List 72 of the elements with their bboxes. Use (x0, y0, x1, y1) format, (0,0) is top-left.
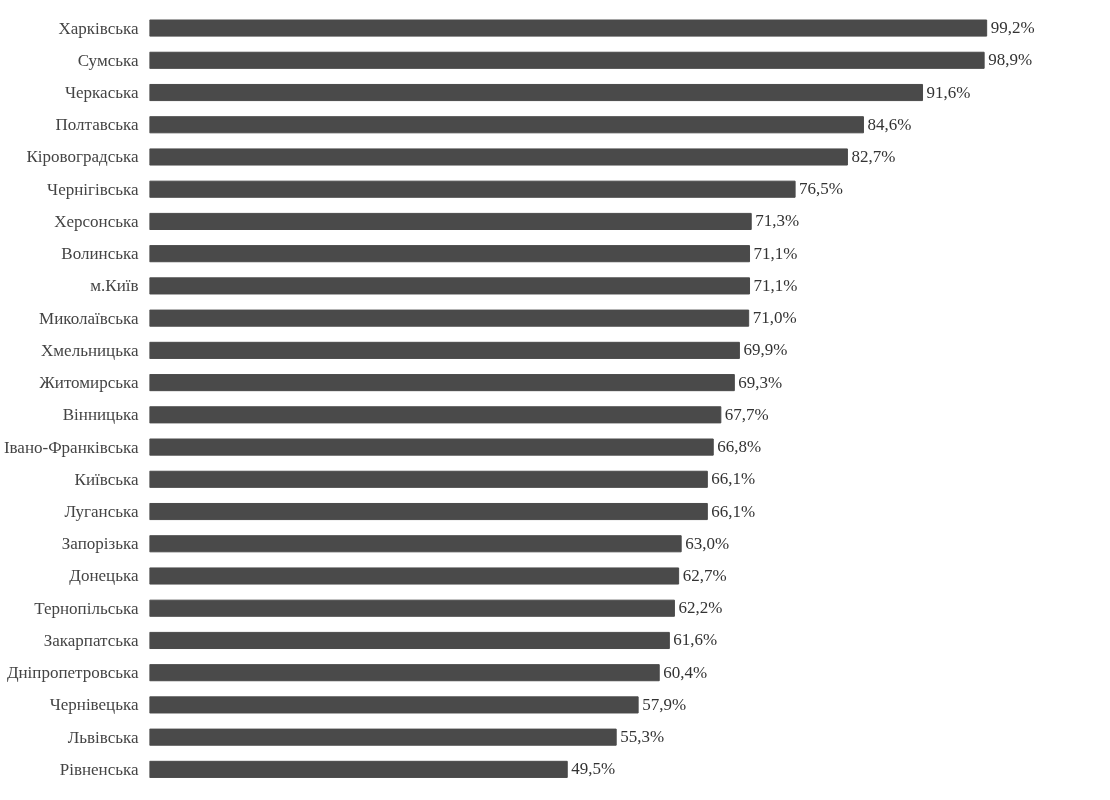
y-tick-label: Дніпропетровська (6, 663, 139, 683)
bar (149, 212, 752, 231)
bar (149, 664, 660, 682)
y-tick-label: Чернігівська (47, 179, 139, 199)
data-label: 67,7% (724, 404, 769, 424)
y-tick-label: Херсонська (54, 211, 139, 231)
data-label: 61,6% (673, 630, 718, 650)
data-label: 99,2% (990, 18, 1035, 38)
y-tick-label: Хмельницька (41, 340, 139, 360)
bar (149, 277, 751, 295)
y-tick-label: Донецька (69, 566, 139, 586)
data-label: 98,9% (988, 50, 1033, 70)
y-tick-label: Закарпатська (43, 630, 139, 650)
data-label: 62,2% (678, 598, 723, 618)
bar (149, 438, 714, 456)
bar (149, 245, 751, 263)
y-tick-label: Кіровоградська (26, 147, 139, 167)
bar (149, 51, 985, 69)
bar (149, 502, 708, 521)
y-tick-label: Полтавська (55, 115, 139, 135)
bar (149, 19, 988, 37)
data-label: 76,5% (799, 179, 844, 199)
bar (149, 567, 680, 585)
data-label: 71,1% (753, 275, 798, 295)
data-label: 71,1% (753, 243, 798, 263)
data-label: 60,4% (663, 662, 708, 682)
bar (149, 535, 682, 553)
bar (149, 83, 924, 102)
bar (149, 470, 708, 488)
y-tick-label: Рівненська (59, 759, 139, 779)
bar (149, 116, 864, 134)
data-label: 55,3% (620, 727, 665, 747)
bar (149, 180, 796, 198)
y-tick-label: Черкаська (65, 83, 139, 103)
y-tick-label: Львівська (67, 727, 139, 747)
data-label: 82,7% (851, 146, 896, 166)
data-label: 63,0% (685, 533, 730, 553)
y-tick-label: Запорізька (61, 534, 139, 554)
data-label: 49,5% (571, 759, 616, 779)
y-tick-label: Івано-Франківська (3, 437, 139, 457)
bar (149, 631, 670, 650)
y-tick-label: Чернівецька (49, 695, 139, 715)
y-tick-label: Луганська (64, 502, 139, 522)
data-label: 66,1% (711, 501, 756, 521)
y-tick-label: м.Київ (90, 276, 139, 296)
data-label: 71,3% (755, 211, 800, 231)
y-tick-label: Сумська (77, 50, 139, 70)
bar (149, 696, 639, 714)
bar (149, 728, 617, 746)
data-label: 57,9% (642, 694, 687, 714)
y-tick-label: Миколаївська (39, 308, 139, 328)
data-label: 71,0% (752, 308, 797, 328)
bar (149, 309, 750, 327)
y-tick-label: Харківська (58, 18, 139, 38)
data-label: 69,3% (738, 372, 783, 392)
bar (149, 341, 740, 359)
y-tick-label: Тернопільська (34, 598, 139, 618)
data-label: 91,6% (926, 82, 971, 102)
bar (149, 148, 848, 166)
bar (149, 406, 722, 424)
data-label: 66,1% (711, 469, 756, 489)
y-tick-label: Київська (74, 469, 139, 489)
y-tick-label: Вінницька (62, 405, 139, 425)
bar (149, 374, 735, 392)
data-label: 66,8% (717, 437, 762, 457)
data-label: 84,6% (867, 114, 912, 134)
y-tick-label: Волинська (61, 244, 139, 264)
bar (149, 599, 675, 617)
y-tick-label: Житомирська (39, 373, 139, 393)
data-label: 62,7% (682, 566, 727, 585)
data-label: 69,9% (743, 340, 788, 360)
bar (149, 760, 568, 778)
